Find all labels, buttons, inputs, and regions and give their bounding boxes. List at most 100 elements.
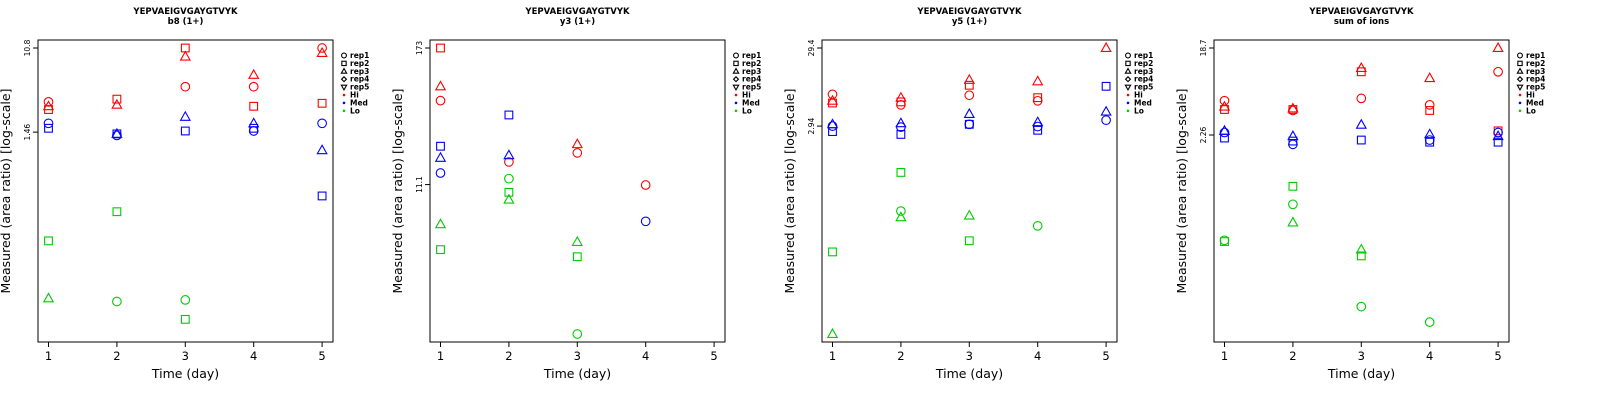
data-point	[248, 81, 259, 92]
data-point	[1356, 301, 1367, 312]
legend-marker	[1125, 60, 1131, 67]
data-point	[1355, 118, 1367, 129]
data-point	[1032, 221, 1043, 231]
x-tick-label: 5	[1494, 349, 1501, 363]
x-tick-label: 1	[829, 349, 836, 363]
x-tick-label: 4	[1426, 349, 1433, 363]
data-point	[896, 206, 906, 216]
y-axis-label: Measured (area ratio) [log-scale]	[390, 89, 405, 294]
data-point	[179, 110, 191, 121]
data-point	[827, 89, 838, 100]
legend-label: rep2	[350, 59, 369, 68]
x-tick-label: 3	[966, 349, 973, 363]
data-point	[640, 216, 651, 227]
data-point	[436, 245, 445, 255]
data-point	[436, 141, 445, 151]
data-point	[434, 151, 447, 162]
data-point	[826, 94, 839, 105]
data-point	[180, 81, 191, 92]
legend-color-dot	[1518, 101, 1522, 105]
legend-label: rep3	[742, 67, 761, 76]
data-point	[572, 148, 583, 158]
data-point	[1218, 124, 1231, 135]
data-point	[826, 327, 839, 338]
legend-label: rep4	[742, 75, 761, 84]
data-point	[1288, 139, 1298, 150]
y-tick-label: 18.7	[1199, 39, 1208, 56]
series-lo	[826, 168, 1043, 338]
x-tick-label: 3	[182, 349, 189, 363]
data-point	[434, 80, 447, 91]
legend-label: rep3	[1134, 67, 1153, 76]
x-tick-label: 2	[505, 349, 512, 363]
data-point	[1032, 116, 1044, 127]
legend-marker	[732, 84, 740, 91]
data-point	[826, 118, 839, 129]
legend-label: rep4	[350, 75, 369, 84]
series-med	[826, 81, 1112, 139]
legend-marker	[340, 67, 348, 74]
chart-title: YEPVAEIGVGAYGTVYK	[132, 7, 238, 17]
data-point	[111, 98, 123, 109]
y-tick-label: 1.46	[23, 124, 32, 141]
data-point	[434, 218, 447, 229]
data-point	[1033, 125, 1043, 135]
legend-label: rep5	[350, 83, 369, 92]
data-point	[1493, 127, 1503, 138]
data-point	[317, 98, 327, 108]
data-point	[963, 107, 975, 118]
plot-frame	[1213, 39, 1510, 343]
data-point	[112, 296, 122, 307]
data-point	[1287, 216, 1299, 227]
legend-marker	[732, 67, 740, 74]
legend-label: Hi	[1134, 91, 1143, 100]
series-med	[434, 110, 651, 227]
legend-marker	[733, 52, 739, 59]
legend-label: Lo	[350, 106, 360, 115]
data-point	[504, 110, 514, 120]
series-hi	[434, 43, 651, 190]
data-point	[504, 173, 514, 184]
legend-color-dot	[342, 101, 346, 105]
data-point	[1100, 41, 1112, 52]
legend-label: Hi	[1526, 91, 1535, 100]
legend-label: Lo	[742, 106, 752, 115]
data-point	[1287, 102, 1299, 113]
data-point	[1424, 128, 1436, 139]
data-point	[571, 235, 583, 246]
legend-marker	[733, 60, 739, 67]
legend-color-dot	[342, 93, 346, 97]
legend-marker	[1124, 84, 1132, 91]
series-lo	[434, 173, 583, 339]
y-tick-label: 2.94	[807, 118, 816, 135]
data-point	[42, 292, 55, 303]
x-tick-label: 5	[710, 349, 717, 363]
chart-subtitle: y3 (1+)	[560, 17, 595, 27]
data-point	[317, 191, 327, 201]
data-point	[1218, 100, 1231, 111]
data-point	[503, 149, 515, 160]
data-point	[1355, 243, 1367, 254]
data-point	[435, 95, 446, 106]
data-point	[248, 117, 260, 128]
legend-label: rep1	[742, 51, 761, 60]
y-tick-label: 173	[415, 41, 424, 56]
data-point	[1288, 136, 1298, 146]
data-point	[1288, 199, 1298, 210]
y-tick-label: 10.8	[23, 39, 32, 56]
y-tick-label: 2.26	[1199, 126, 1208, 143]
y-tick-label: 29.4	[807, 39, 816, 56]
data-point	[895, 117, 907, 128]
plot-frame	[821, 39, 1118, 343]
legend-marker	[732, 76, 740, 83]
legend-marker	[340, 76, 348, 83]
legend-marker	[341, 60, 347, 67]
data-point	[964, 80, 974, 90]
legend-label: Med	[1134, 98, 1152, 107]
chart-subtitle: b8 (1+)	[168, 17, 204, 27]
legend-label: rep4	[1526, 75, 1545, 84]
legend-color-dot	[1518, 109, 1522, 113]
legend-label: rep4	[1134, 75, 1153, 84]
